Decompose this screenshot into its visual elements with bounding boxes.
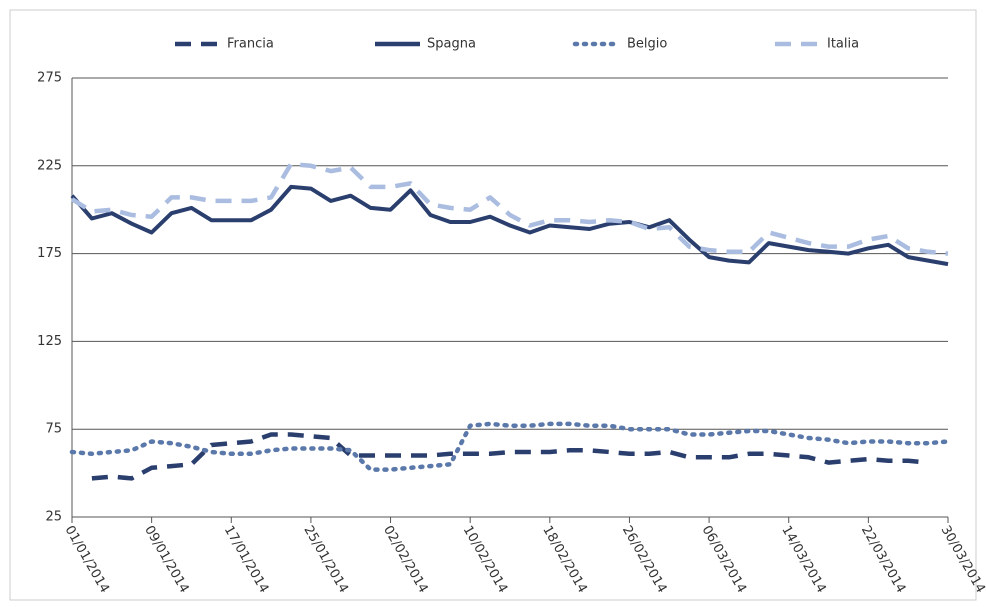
y-tick-label: 125 xyxy=(37,334,62,349)
series-line xyxy=(91,432,929,481)
y-tick-label: 275 xyxy=(37,71,62,86)
y-tick-label: 25 xyxy=(45,510,62,525)
series-line xyxy=(70,161,949,256)
legend-label: Belgio xyxy=(627,37,667,52)
legend-label: Francia xyxy=(227,37,274,52)
series-line xyxy=(69,421,951,472)
series-line xyxy=(70,184,949,267)
chart-frame xyxy=(9,9,977,601)
y-tick-label: 75 xyxy=(45,422,62,437)
legend-label: Italia xyxy=(827,37,859,52)
legend-label: Spagna xyxy=(427,37,476,52)
y-tick-label: 225 xyxy=(37,158,62,173)
y-tick-label: 175 xyxy=(37,246,62,261)
